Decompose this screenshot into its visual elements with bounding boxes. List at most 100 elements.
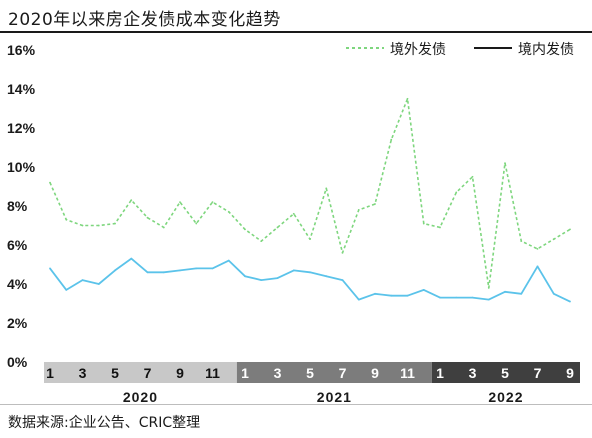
data-point: [81, 224, 84, 227]
chart: 境外发债 境内发债 0% 2% 4% 6% 8% 10% 12% 14% 16% 2020 202…: [7, 42, 580, 405]
data-point: [309, 238, 311, 241]
legend-label-overseas: 境外发债: [390, 42, 446, 58]
month-tick-label: 3: [469, 365, 477, 381]
data-point: [504, 290, 506, 293]
y-tick-label: 4%: [7, 276, 28, 292]
month-tick-label: 5: [306, 365, 314, 381]
chart-title: 2020年以来房企发债成本变化趋势: [8, 10, 281, 30]
data-point: [309, 271, 311, 274]
series-group: [49, 97, 571, 303]
data-point: [65, 288, 68, 291]
source-rule: [0, 404, 592, 405]
data-point: [97, 283, 100, 285]
title-rule: [0, 31, 592, 33]
data-point: [244, 228, 246, 231]
y-tick-label: 8%: [7, 198, 28, 214]
data-point: [49, 181, 51, 184]
month-tick-label: 11: [205, 365, 220, 381]
y-axis: 0% 2% 4% 6% 8% 10% 12% 14% 16%: [7, 42, 36, 370]
month-tick-label: 7: [144, 365, 152, 381]
data-point: [357, 209, 360, 211]
y-tick-label: 14%: [7, 81, 36, 97]
data-point: [536, 265, 539, 268]
data-point: [406, 294, 409, 297]
data-point: [292, 212, 295, 215]
data-point: [195, 222, 198, 225]
month-tick-label: 5: [501, 365, 509, 381]
data-point: [146, 271, 149, 274]
data-point: [244, 275, 246, 278]
data-point: [114, 269, 116, 272]
data-point: [455, 296, 458, 299]
month-tick-label: 3: [274, 365, 282, 381]
data-point: [49, 267, 51, 270]
data-point: [162, 226, 165, 229]
data-point: [130, 257, 133, 260]
data-point: [439, 226, 441, 229]
data-point: [520, 292, 523, 295]
month-tick-label: 11: [400, 365, 415, 381]
month-tick-label: 1: [241, 365, 249, 381]
data-point: [471, 175, 474, 178]
series-line-overseas: [49, 98, 571, 289]
data-point: [130, 199, 133, 202]
data-point: [179, 269, 181, 272]
y-tick-label: 12%: [7, 120, 36, 136]
data-point: [390, 138, 393, 141]
data-point: [146, 216, 149, 219]
data-point: [422, 288, 425, 291]
year-label: 2021: [317, 389, 352, 405]
y-tick-label: 10%: [7, 159, 36, 175]
data-point: [390, 294, 393, 297]
legend-label-domestic: 境内发债: [518, 42, 574, 58]
data-point: [455, 191, 458, 194]
data-point: [65, 218, 68, 221]
data-point: [325, 187, 328, 190]
data-point: [260, 279, 263, 281]
data-point: [276, 277, 279, 280]
data-point: [227, 210, 230, 213]
month-tick-label: 7: [534, 365, 542, 381]
data-point: [406, 97, 409, 100]
year-band-2021: [236, 362, 432, 383]
data-point: [195, 267, 198, 270]
year-label: 2020: [123, 389, 158, 405]
data-point: [227, 259, 230, 262]
data-point: [162, 271, 165, 274]
data-point: [260, 240, 263, 243]
data-point: [81, 279, 84, 281]
data-point: [341, 251, 344, 254]
y-tick-label: 0%: [7, 354, 28, 370]
month-tick-label: 5: [111, 365, 119, 381]
data-point: [211, 267, 214, 270]
year-label: 2022: [488, 389, 523, 405]
data-point: [471, 296, 474, 299]
year-band-2020: [44, 362, 237, 383]
data-point: [179, 201, 181, 204]
data-point: [276, 226, 279, 229]
data-point: [292, 269, 295, 272]
data-point: [569, 300, 571, 303]
y-tick-label: 16%: [7, 42, 36, 58]
month-tick-label: 1: [436, 365, 444, 381]
month-tick-label: 3: [79, 365, 87, 381]
month-tick-label: 7: [339, 365, 347, 381]
data-point: [536, 248, 539, 250]
source-note: 数据来源:企业公告、CRIC整理: [8, 415, 201, 431]
data-point: [357, 298, 360, 301]
data-point: [374, 292, 376, 295]
data-point: [422, 222, 425, 225]
y-tick-label: 6%: [7, 237, 28, 253]
data-point: [504, 162, 506, 165]
month-tick-label: 9: [176, 365, 184, 381]
month-tick-label: 1: [46, 365, 54, 381]
data-point: [114, 222, 116, 225]
data-point: [552, 238, 555, 241]
data-point: [374, 203, 376, 205]
data-point: [552, 292, 555, 295]
data-point: [211, 201, 214, 204]
data-point: [487, 287, 490, 289]
legend: 境外发债 境内发债: [346, 42, 574, 58]
y-tick-label: 2%: [7, 315, 28, 331]
